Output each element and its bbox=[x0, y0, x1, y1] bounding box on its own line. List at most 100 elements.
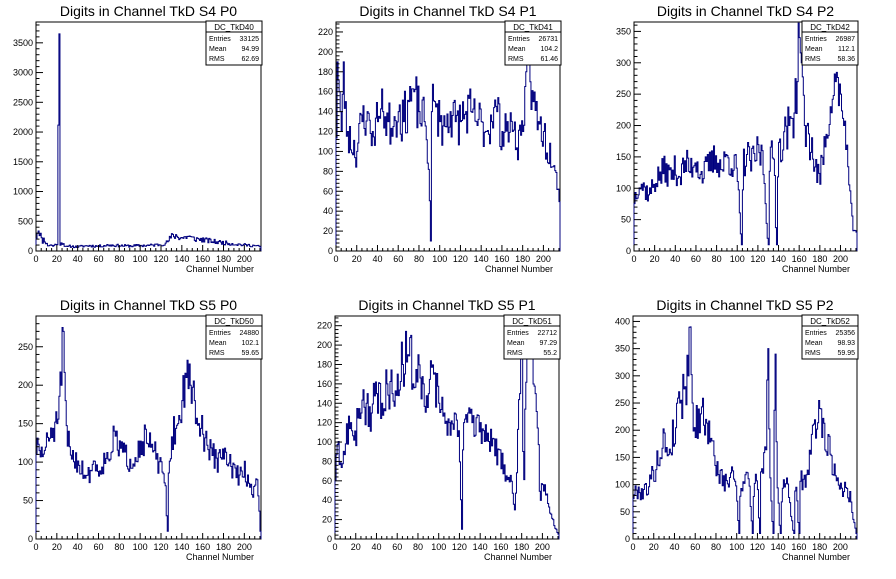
stats-label: Mean bbox=[805, 340, 823, 347]
stats-label: RMS bbox=[805, 56, 821, 63]
y-tick-label: 400 bbox=[615, 316, 630, 326]
stats-label: Mean bbox=[209, 46, 227, 53]
chart-tkd52: Digits in Channel TkD S5 P2 0 20 40 60 80 100 1… bbox=[615, 297, 859, 562]
y-tick-label: 300 bbox=[616, 58, 631, 68]
x-tick-label: 120 bbox=[750, 254, 765, 264]
y-tick-label: 40 bbox=[323, 206, 333, 216]
stats-label: RMS bbox=[508, 56, 524, 63]
x-axis-label: Channel Number bbox=[485, 264, 553, 274]
stats-box-frame bbox=[503, 314, 561, 360]
y-tick-label: 250 bbox=[616, 89, 631, 99]
histogram-series bbox=[632, 326, 858, 539]
y-tick-label: 50 bbox=[621, 215, 631, 225]
y-tick-label: 50 bbox=[620, 507, 630, 517]
stats-value: 59.95 bbox=[837, 350, 855, 357]
stats-name: DC_TkD42 bbox=[810, 23, 850, 32]
stats-label: Entries bbox=[805, 36, 827, 43]
x-tick-label: 140 bbox=[771, 254, 786, 264]
x-tick-label: 180 bbox=[515, 254, 530, 264]
stats-label: Entries bbox=[507, 330, 529, 337]
x-tick-label: 140 bbox=[174, 254, 189, 264]
x-tick-label: 200 bbox=[833, 542, 848, 552]
y-tick-label: 100 bbox=[318, 146, 333, 156]
histogram-series bbox=[35, 326, 262, 539]
x-tick-label: 0 bbox=[33, 254, 38, 264]
y-tick-label: 3500 bbox=[13, 38, 33, 48]
x-tick-label: 40 bbox=[669, 542, 679, 552]
stats-label: RMS bbox=[209, 56, 225, 63]
y-tick-label: 100 bbox=[317, 437, 332, 447]
x-tick-label: 60 bbox=[93, 542, 103, 552]
y-tick-label: 80 bbox=[323, 166, 333, 176]
x-tick-label: 120 bbox=[452, 542, 467, 552]
stats-label: Entries bbox=[805, 330, 827, 337]
x-tick-label: 20 bbox=[650, 254, 660, 264]
stats-name: DC_TkD40 bbox=[214, 23, 254, 32]
stats-box-frame bbox=[205, 20, 263, 66]
chart-tkd42: Digits in Channel TkD S4 P2 0 20 40 60 80 100 1… bbox=[616, 3, 859, 274]
x-axis-label: Channel Number bbox=[186, 552, 254, 562]
stats-box: DC_TkD51 Entries 22712 Mean 97.29 RMS 55.2 bbox=[503, 314, 561, 360]
x-tick-label: 20 bbox=[351, 542, 361, 552]
stats-label: Entries bbox=[508, 36, 530, 43]
y-tick-label: 1000 bbox=[13, 187, 33, 197]
chart-title: Digits in Channel TkD S5 P0 bbox=[60, 297, 237, 313]
y-tick-label: 250 bbox=[615, 398, 630, 408]
y-tick-label: 100 bbox=[616, 183, 631, 193]
y-tick-label: 160 bbox=[318, 87, 333, 97]
y-tick-label: 3000 bbox=[13, 68, 33, 78]
stats-box: DC_TkD41 Entries 26731 Mean 104.2 RMS 61.46 bbox=[504, 20, 562, 66]
x-tick-label: 80 bbox=[114, 254, 124, 264]
stats-name: DC_TkD52 bbox=[810, 317, 850, 326]
x-tick-label: 140 bbox=[174, 542, 189, 552]
stats-value: 55.2 bbox=[543, 350, 557, 357]
x-tick-label: 60 bbox=[393, 254, 403, 264]
y-tick-label: 100 bbox=[615, 480, 630, 490]
y-tick-label: 0 bbox=[327, 534, 332, 544]
stats-label: Entries bbox=[209, 36, 231, 43]
y-tick-label: 0 bbox=[626, 246, 631, 256]
stats-name: DC_TkD50 bbox=[214, 317, 254, 326]
chart-title: Digits in Channel TkD S4 P1 bbox=[359, 3, 536, 19]
stats-label: Mean bbox=[508, 46, 526, 53]
stats-value: 94.99 bbox=[241, 46, 259, 53]
y-tick-label: 0 bbox=[625, 534, 630, 544]
stats-box: DC_TkD52 Entries 25356 Mean 98.93 RMS 59.95 bbox=[801, 314, 859, 360]
chart-tkd40: Digits in Channel TkD S4 P0 0 20 40 60 80 100 1… bbox=[13, 3, 263, 274]
y-tick-label: 350 bbox=[616, 26, 631, 36]
y-tick-label: 220 bbox=[317, 321, 332, 331]
y-tick-label: 100 bbox=[18, 457, 33, 467]
y-tick-label: 150 bbox=[616, 152, 631, 162]
y-tick-label: 0 bbox=[328, 246, 333, 256]
y-tick-label: 150 bbox=[18, 419, 33, 429]
stats-value: 33125 bbox=[240, 36, 260, 43]
chart-title: Digits in Channel TkD S4 P0 bbox=[60, 3, 237, 19]
x-tick-label: 0 bbox=[631, 254, 636, 264]
x-tick-label: 140 bbox=[473, 542, 488, 552]
x-tick-label: 140 bbox=[771, 542, 786, 552]
stats-label: Entries bbox=[209, 330, 231, 337]
x-tick-label: 20 bbox=[52, 542, 62, 552]
x-tick-label: 40 bbox=[670, 254, 680, 264]
x-tick-label: 160 bbox=[493, 542, 508, 552]
x-tick-label: 100 bbox=[730, 254, 745, 264]
x-tick-label: 40 bbox=[372, 254, 382, 264]
x-tick-label: 180 bbox=[812, 254, 827, 264]
x-tick-label: 60 bbox=[690, 542, 700, 552]
stats-value: 59.65 bbox=[241, 350, 259, 357]
x-tick-label: 20 bbox=[352, 254, 362, 264]
x-tick-label: 200 bbox=[535, 542, 550, 552]
x-tick-label: 100 bbox=[431, 542, 446, 552]
y-tick-label: 120 bbox=[318, 127, 333, 137]
y-tick-label: 120 bbox=[317, 418, 332, 428]
x-tick-label: 160 bbox=[195, 542, 210, 552]
stats-value: 22712 bbox=[538, 330, 558, 337]
chart-title: Digits in Channel TkD S5 P2 bbox=[656, 297, 833, 313]
x-tick-label: 80 bbox=[413, 542, 423, 552]
y-tick-label: 80 bbox=[322, 456, 332, 466]
x-tick-label: 80 bbox=[414, 254, 424, 264]
